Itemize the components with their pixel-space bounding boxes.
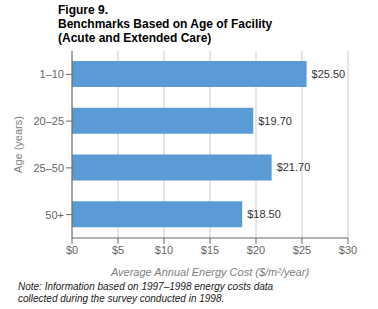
svg-text:$20: $20 — [247, 244, 265, 256]
html-text:Note: Information based on 199: Note: Information based on 1997–1998 ene… — [18, 281, 274, 292]
svg-text:$21.70: $21.70 — [277, 161, 311, 173]
html-text:Figure 9.: Figure 9. — [58, 3, 108, 17]
html-text:Benchmarks Based on Age of Fac: Benchmarks Based on Age of Facility — [58, 17, 273, 31]
svg-text:$30: $30 — [339, 244, 357, 256]
svg-text:$25.50: $25.50 — [312, 68, 346, 80]
svg-text:$19.70: $19.70 — [258, 115, 292, 127]
svg-text:$5: $5 — [112, 244, 124, 256]
html-text:(Acute and Extended Care): (Acute and Extended Care) — [58, 31, 212, 45]
svg-text:$18.50: $18.50 — [247, 208, 281, 220]
svg-text:$15: $15 — [201, 244, 219, 256]
svg-text:1–10: 1–10 — [40, 68, 64, 80]
svg-text:$0: $0 — [66, 244, 78, 256]
svg-text:25–50: 25–50 — [33, 162, 64, 174]
svg-text:Average Annual Energy Cost ($/: Average Annual Energy Cost ($/m²/year) — [110, 266, 309, 278]
svg-text:$10: $10 — [155, 244, 173, 256]
svg-text:20–25: 20–25 — [33, 115, 64, 127]
svg-text:50+: 50+ — [45, 209, 64, 221]
html-text:collected during the survey co: collected during the survey conducted in… — [18, 293, 225, 304]
svg-text:Age (years): Age (years) — [12, 116, 24, 173]
svg-text:$25: $25 — [293, 244, 311, 256]
